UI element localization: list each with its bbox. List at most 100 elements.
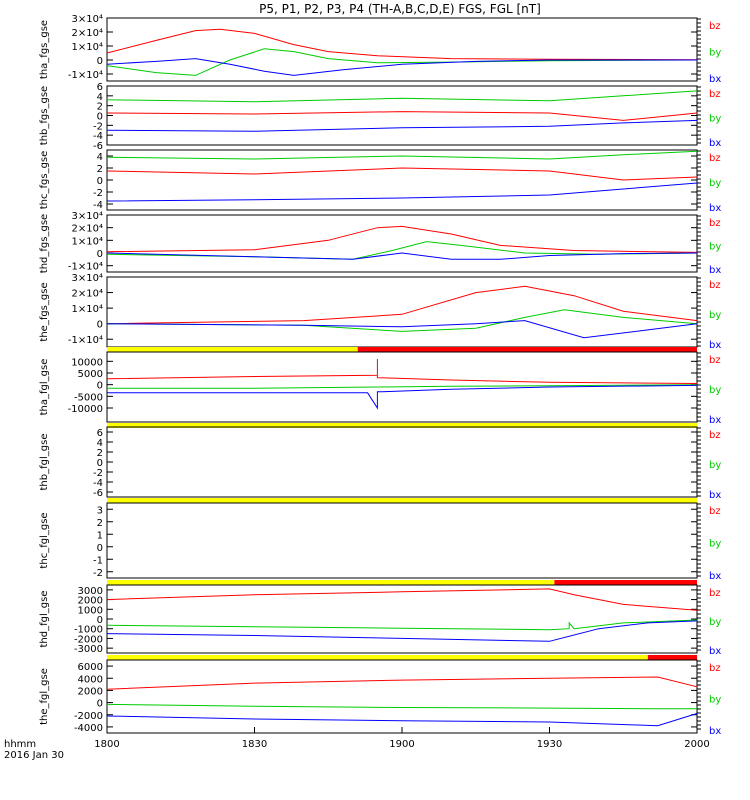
y-tick-label: 5000 xyxy=(78,369,103,380)
y-tick-label: 2000 xyxy=(78,596,103,607)
series-line-bx xyxy=(107,384,698,410)
panel-frame xyxy=(106,214,698,273)
mode-bar-red xyxy=(554,580,697,585)
legend-bz: bz xyxy=(709,506,721,517)
panel-frame xyxy=(106,276,698,348)
legend-bx: bx xyxy=(709,571,721,582)
legend-by: by xyxy=(709,385,721,396)
series-line-bz xyxy=(106,588,698,611)
y-tick-label: 2 xyxy=(97,518,103,529)
y-tick-label: 1000 xyxy=(78,605,103,616)
series-line-bz xyxy=(106,28,698,61)
y-tick-label: 4 xyxy=(97,92,103,103)
series-line-bx xyxy=(106,620,698,642)
series-line-by xyxy=(107,384,698,389)
y-axis-label: thb_fgl_gse xyxy=(39,434,50,491)
y-tick-label: -2 xyxy=(93,568,103,579)
y-tick-label: -1×10⁴ xyxy=(68,335,103,346)
right-minor-ticks xyxy=(697,503,701,577)
y-tick-label: 6000 xyxy=(78,662,103,673)
time-axis-label: hhmm xyxy=(4,739,36,750)
legend-bz: bz xyxy=(709,89,721,100)
y-tick-label: -5000 xyxy=(74,392,103,403)
series-line-bz xyxy=(106,359,698,384)
right-minor-ticks xyxy=(697,277,701,347)
y-tick-label: -6 xyxy=(93,488,103,499)
series-line-by xyxy=(106,703,697,710)
mode-bar-red xyxy=(647,655,697,660)
series-line-bz xyxy=(106,285,698,325)
panel-frame xyxy=(106,659,698,734)
y-tick-label: 4 xyxy=(97,438,103,449)
series-line-bx xyxy=(106,58,697,76)
y-axis-label: thc_fgs_gse xyxy=(39,151,50,210)
series-line-bz xyxy=(106,225,698,253)
y-axis-label: thc_fgl_gse xyxy=(39,512,50,568)
y-axis-label: the_fgs_gse xyxy=(39,282,50,341)
legend-bx: bx xyxy=(709,74,721,85)
right-minor-ticks xyxy=(697,352,701,422)
x-axis: 1800 1830 1900 1930 2000 xyxy=(94,727,710,750)
y-tick-label: -6 xyxy=(93,141,103,152)
panel-frame xyxy=(106,149,698,211)
mode-bar-yellow xyxy=(107,655,648,660)
series-line-by xyxy=(106,48,698,76)
legend-bx: bx xyxy=(709,490,721,501)
legend-by: by xyxy=(709,242,721,253)
y-tick-label: -2 xyxy=(93,188,103,199)
y-tick-label: 2 xyxy=(97,164,103,175)
series-line-bz xyxy=(106,676,698,690)
legend-bz: bz xyxy=(709,663,721,674)
series-line-by xyxy=(106,90,698,103)
y-tick-label: 1 xyxy=(97,530,103,541)
y-tick-label: 0 xyxy=(97,112,103,123)
y-tick-label: 0 xyxy=(97,543,103,554)
panel-thc-fgs: 420-2-4 thc_fgs_gse bz by bx xyxy=(39,149,721,214)
y-tick-label: 2×10⁴ xyxy=(72,224,103,235)
y-tick-label: 0 xyxy=(97,381,103,392)
y-tick-label: 10000 xyxy=(71,357,103,368)
y-tick-label: 1×10⁴ xyxy=(72,42,103,53)
series-line-bz xyxy=(106,167,698,181)
panel-tha-fgs: 3×10⁴ 2×10⁴ 1×10⁴ 0 -1×10⁴ tha_fgs_gse bz by bx xyxy=(39,14,721,85)
date-label: 2016 Jan 30 xyxy=(4,750,64,761)
panel-frame xyxy=(106,426,698,498)
legend-by: by xyxy=(709,178,721,189)
right-minor-ticks xyxy=(697,215,701,269)
series-line-bx xyxy=(106,713,698,727)
legend-bz: bz xyxy=(709,588,721,599)
mode-bar-yellow xyxy=(107,347,358,352)
y-tick-label: 2000 xyxy=(78,686,103,697)
series-line-bx xyxy=(106,320,698,339)
legend-by: by xyxy=(709,310,721,321)
x-tick-label: 1930 xyxy=(537,739,562,750)
panel-frame xyxy=(106,17,698,82)
y-tick-label: 2 xyxy=(97,102,103,113)
series-line-by xyxy=(106,619,698,631)
panel-frame xyxy=(106,85,698,146)
x-tick-label: 1900 xyxy=(389,739,414,750)
legend-bz: bz xyxy=(709,355,721,366)
legend-bz: bz xyxy=(709,21,721,32)
legend-bz: bz xyxy=(709,218,721,229)
y-tick-label: 4000 xyxy=(78,674,103,685)
x-tick-label: 1800 xyxy=(94,739,119,750)
y-tick-label: 3×10⁴ xyxy=(72,273,103,284)
mode-bar-red xyxy=(357,347,697,352)
right-minor-ticks xyxy=(697,18,701,80)
y-tick-label: -1×10⁴ xyxy=(68,70,103,81)
y-tick-label: -4 xyxy=(93,200,103,211)
legend-bx: bx xyxy=(709,138,721,149)
legend-bx: bx xyxy=(709,340,721,351)
panel-frame xyxy=(106,502,698,579)
series-line-bx xyxy=(106,252,698,260)
y-tick-label: 0 xyxy=(97,249,103,260)
legend-bz: bz xyxy=(709,280,721,291)
panel-thc-fgl: 3 21 0-1 -2 thc_fgl_gse bz by bx xyxy=(39,498,721,582)
series-line-bx xyxy=(106,119,698,132)
